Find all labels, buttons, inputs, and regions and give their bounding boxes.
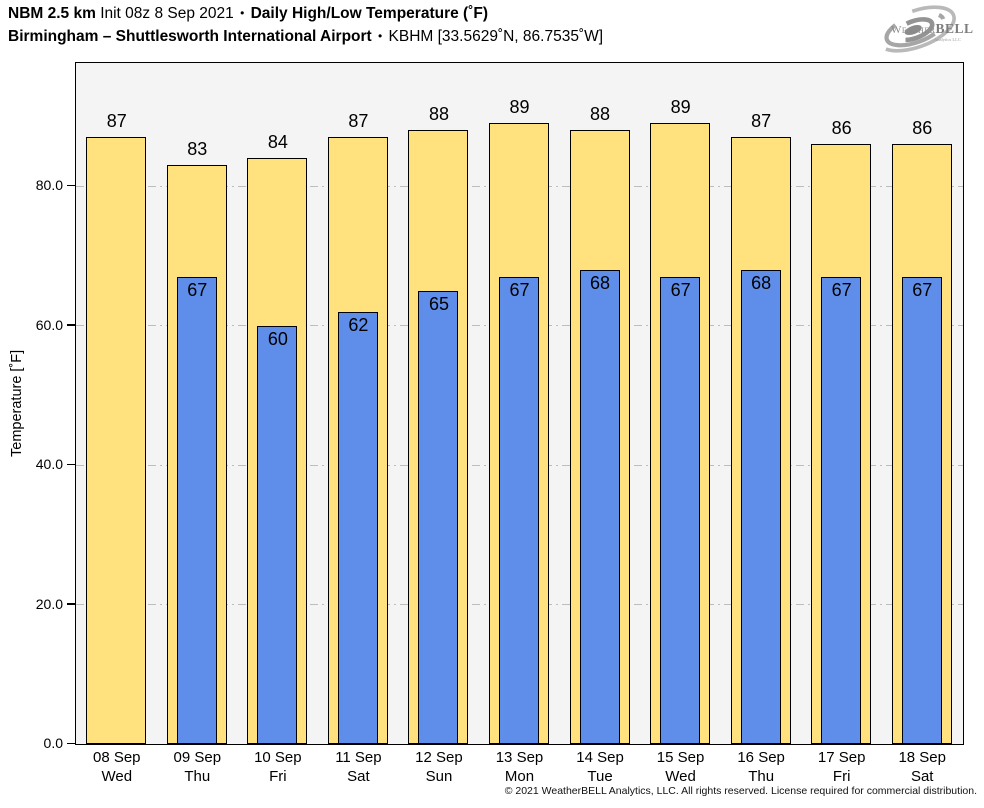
low-bar [740,269,781,744]
logo-text: WeatherBELL [891,21,974,36]
low-bar [257,325,298,744]
low-value-label: 67 [912,279,933,300]
high-bar [86,137,147,744]
x-tick-day: Sat [347,768,370,785]
title-separator: • [240,6,245,20]
x-tick-label: 12 Sep Sun [398,748,480,786]
x-tick-label: 16 Sep Thu [720,748,802,786]
x-tick-date: 17 Sep [817,749,866,766]
high-value-label: 88 [428,104,449,125]
x-tick-date: 09 Sep [173,749,222,766]
x-tick-label: 17 Sep Fri [801,748,883,786]
low-value-label: 68 [590,272,611,293]
low-bar [901,276,942,744]
low-bar [499,276,539,744]
x-tick-date: 18 Sep [898,749,946,766]
x-tick-day: Thu [748,768,775,785]
title-station-id: KBHM [33.5629˚N, 86.7535˚W] [388,28,604,45]
high-value-label: 86 [912,118,933,139]
low-value-label: 67 [187,279,208,300]
x-tick-day: Wed [101,768,133,785]
x-tick-label: 11 Sep Sat [317,748,399,786]
x-tick-day: Fri [269,768,287,785]
low-bar [660,276,701,744]
x-tick-day: Thu [184,768,211,785]
low-bar [418,290,459,744]
y-tick-label: 40.0 [35,456,63,473]
x-tick-date: 08 Sep [92,749,141,766]
y-tick-mark [67,742,75,745]
low-bar [821,276,862,744]
high-value-label: 89 [670,97,691,118]
high-value-label: 86 [831,118,852,139]
low-value-label: 67 [670,279,691,300]
y-tick-mark [67,184,75,187]
y-tick-label: 0.0 [43,735,63,751]
y-tick-mark [67,324,75,326]
high-value-label: 89 [509,97,530,118]
y-tick-label: 60.0 [35,316,63,333]
high-value-label: 87 [106,111,127,132]
low-value-label: 60 [267,328,288,349]
x-tick-date: 13 Sep [495,749,544,766]
chart-title-line1: NBM 2.5 km Init 08z 8 Sep 2021 • Daily H… [8,5,488,23]
low-value-label: 65 [428,293,449,314]
y-axis-label: Temperature [˚F] [9,349,25,458]
plot-area [75,62,964,745]
low-value-label: 68 [751,272,772,293]
x-tick-day: Tue [587,768,613,785]
x-tick-label: 18 Sep Sat [881,748,963,786]
x-tick-label: 14 Sep Tue [559,748,641,786]
high-value-label: 87 [348,111,369,132]
x-tick-label: 15 Sep Wed [640,748,722,786]
x-tick-date: 16 Sep [737,749,785,766]
high-value-label: 84 [267,132,288,153]
low-value-label: 67 [831,279,852,300]
low-bar [337,311,378,744]
x-tick-day: Mon [504,768,535,785]
x-tick-label: 13 Sep Mon [479,748,561,786]
y-tick-mark [67,463,75,466]
x-tick-day: Sat [910,768,934,785]
x-tick-day: Fri [832,768,851,785]
title-separator2: • [378,29,383,43]
low-bar [579,269,620,744]
y-tick-label: 20.0 [35,595,63,612]
x-tick-label: 10 Sep Fri [237,748,319,786]
weatherbell-logo: WeatherBELL Analytics LLC [876,5,974,53]
high-value-label: 83 [187,139,208,160]
x-tick-label: 08 Sep Wed [76,748,158,786]
low-value-label: 62 [348,314,369,335]
x-tick-date: 11 Sep [335,749,382,766]
x-tick-date: 12 Sep [415,749,463,766]
x-tick-date: 15 Sep [656,749,705,766]
x-tick-day: Sun [425,768,453,785]
x-tick-date: 14 Sep [576,749,624,766]
y-tick-label: 80.0 [35,177,63,194]
title-metric: Daily High/Low Temperature (˚F) [250,5,488,22]
x-tick-date: 10 Sep [254,749,302,766]
y-tick-mark [67,603,75,605]
copyright-notice: © 2021 WeatherBELL Analytics, LLC. All r… [504,785,977,797]
x-tick-day: Wed [665,768,696,785]
title-init: Init 08z 8 Sep 2021 [100,5,234,22]
chart-title-line2: Birmingham – Shuttlesworth International… [8,28,603,46]
low-bar [176,276,217,744]
logo-subtext: Analytics LLC [934,37,961,42]
high-value-label: 87 [751,111,772,132]
title-station: Birmingham – Shuttlesworth International… [8,28,372,45]
title-model: NBM 2.5 km [8,5,96,22]
low-value-label: 67 [509,279,530,300]
high-value-label: 88 [590,104,611,125]
x-tick-label: 09 Sep Thu [156,748,238,786]
